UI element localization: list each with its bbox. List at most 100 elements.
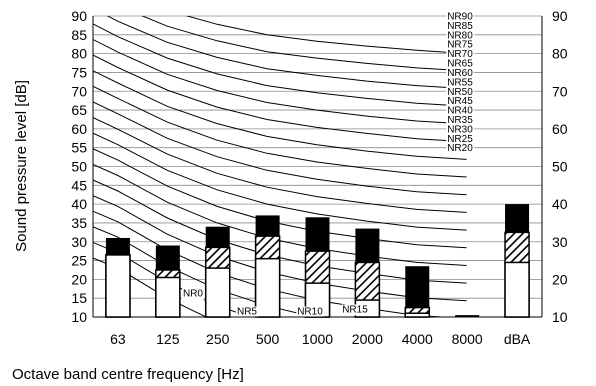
nr-label-bg (446, 49, 475, 61)
nr-label-text: NR40 (447, 106, 473, 117)
nr-curve (93, 257, 208, 317)
y-tick-left: 60 (71, 121, 87, 137)
nr-label: NR65 (446, 58, 475, 70)
nr-label-bg (181, 288, 205, 300)
nr-label-bg (446, 114, 475, 126)
bar-white (404, 312, 431, 318)
x-tick-label: 125 (156, 331, 180, 347)
nr-label-bg (446, 105, 475, 117)
nr-curve (93, 117, 467, 213)
x-tick-label: 63 (110, 331, 126, 347)
nr-label: NR10 (296, 306, 325, 318)
y-tick-left: 25 (71, 253, 87, 269)
axes (92, 16, 543, 318)
bar-white (204, 267, 231, 318)
nr-curve (141, 16, 467, 72)
x-tick-label: 250 (206, 331, 230, 347)
nr-label-bg (446, 30, 475, 42)
nr-label-text: NR80 (447, 30, 473, 41)
nr-label: NR60 (446, 67, 475, 79)
nr-curve-labels: NR90NR85NR80NR75NR70NR65NR60NR55NR50NR45… (181, 11, 475, 318)
nr-label-bg (446, 67, 475, 79)
nr-label-bg (446, 20, 475, 32)
y-tick-left: 50 (71, 159, 87, 175)
y-tick-left: 65 (71, 102, 87, 118)
nr-curve (93, 241, 253, 317)
nr-curve (93, 85, 467, 178)
nr-label-bg (296, 306, 325, 318)
nr-label-text: NR65 (447, 59, 473, 70)
nr-label-bg (235, 306, 259, 318)
nr-label-text: NR15 (342, 305, 368, 316)
nr-label-text: NR60 (447, 68, 473, 79)
nr-label-bg (446, 133, 475, 145)
y-tick-left: 90 (71, 8, 87, 24)
nr-label-text: NR30 (447, 124, 473, 135)
nr-label-bg (446, 58, 475, 70)
nr-label: NR35 (446, 114, 475, 126)
nr-label: NR25 (446, 133, 475, 145)
nr-label-bg (446, 39, 475, 51)
tick-labels: 10 15 20 25 30 35 40 45 50 55 60 65 70 75 80 85 90 10 20 30… (71, 8, 567, 347)
nr-label: NR75 (446, 39, 475, 51)
y-axis-title: Sound pressure level [dB] (13, 80, 30, 252)
y-tick-left: 20 (71, 271, 87, 287)
nr-label-text: NR35 (447, 115, 473, 126)
nr-label-text: NR45 (447, 96, 473, 107)
nr-label-text: NR50 (447, 87, 473, 98)
nr-label-bg (446, 143, 475, 155)
nr-label-text: NR55 (447, 77, 473, 88)
nr-label-bg (446, 11, 475, 23)
y-tick-left: 40 (71, 196, 87, 212)
y-tick-left: 55 (71, 140, 87, 156)
x-axis-title: Octave band centre frequency [Hz] (12, 366, 244, 383)
bar-white (155, 276, 181, 318)
nr-label: NR0 (181, 288, 205, 300)
nr-curve (93, 38, 467, 125)
y-tick-right: 90 (552, 8, 568, 24)
x-tick-label: 1000 (302, 331, 333, 347)
y-tick-left: 30 (71, 234, 87, 250)
nr-label: NR45 (446, 96, 475, 108)
nr-label: NR15 (341, 304, 370, 316)
nr-label-bg (446, 124, 475, 136)
nr-label: NR55 (446, 77, 475, 89)
y-tick-left: 35 (71, 215, 87, 231)
y-tick-left: 70 (71, 83, 87, 99)
nr-label: NR85 (446, 20, 475, 32)
bar-black (455, 315, 480, 317)
y-tick-right: 60 (552, 121, 568, 137)
nr-label-text: NR10 (297, 307, 323, 318)
y-tick-left: 15 (71, 290, 87, 306)
y-tick-left: 10 (71, 309, 87, 325)
bar-white (105, 254, 131, 318)
nr-label: NR30 (446, 124, 475, 136)
x-tick-label: dBA (504, 331, 531, 347)
y-tick-right: 40 (552, 196, 568, 212)
y-tick-right: 70 (552, 83, 568, 99)
bars (105, 204, 530, 318)
bar-white (504, 261, 530, 318)
nr-label: NR90 (446, 11, 475, 23)
y-tick-right: 30 (552, 234, 568, 250)
nr-label: NR5 (235, 306, 259, 318)
nr-label-bg (446, 96, 475, 108)
y-tick-left: 45 (71, 177, 87, 193)
nr-curve (93, 101, 467, 196)
y-tick-right: 80 (552, 46, 568, 62)
nr-label-text: NR25 (447, 134, 473, 145)
nr-label-text: NR0 (183, 289, 203, 300)
nr-label-text: NR5 (237, 307, 257, 318)
y-tick-left: 80 (71, 46, 87, 62)
nr-label-text: NR90 (447, 12, 473, 23)
nr-label: NR70 (446, 49, 475, 61)
nr-label: NR20 (446, 143, 475, 155)
y-tick-right: 50 (552, 159, 568, 175)
nr-curve (93, 132, 467, 231)
y-tick-right: 20 (552, 271, 568, 287)
nr-label: NR50 (446, 86, 475, 98)
nr-curve (93, 23, 467, 107)
nr-label-text: NR85 (447, 21, 473, 32)
x-tick-label: 8000 (452, 331, 483, 347)
